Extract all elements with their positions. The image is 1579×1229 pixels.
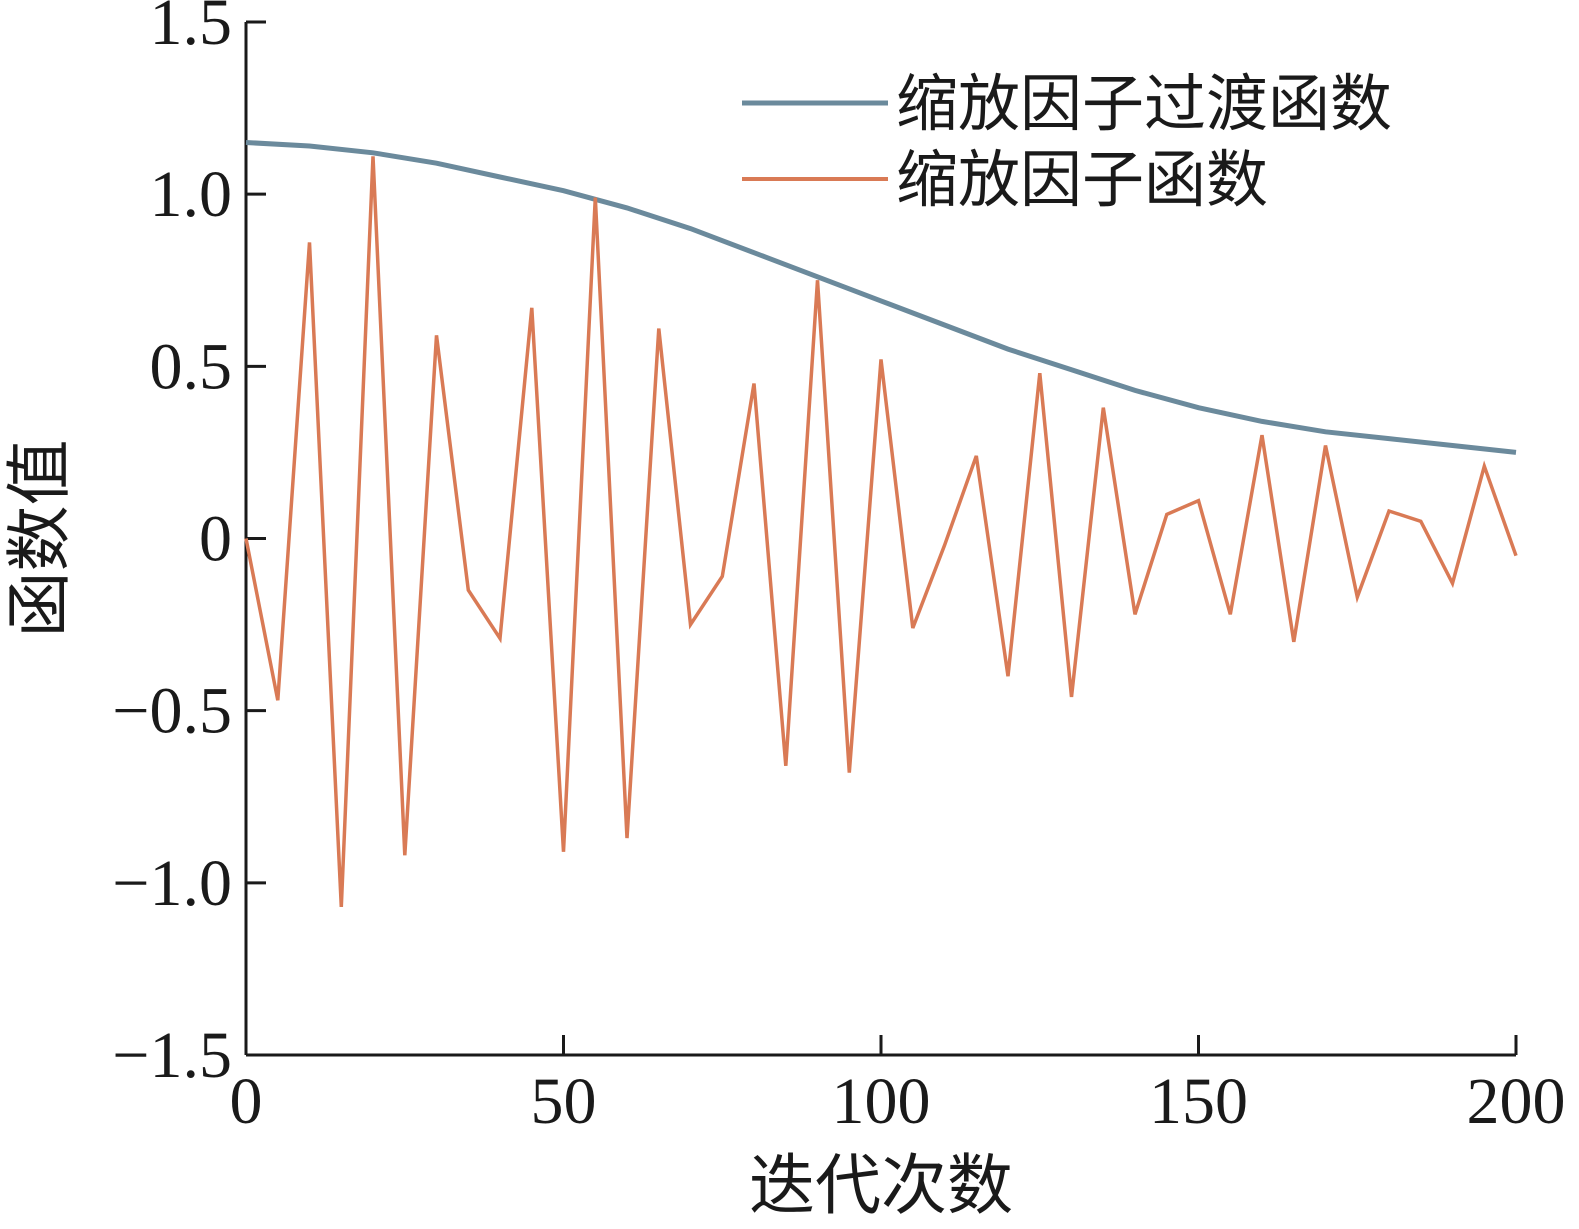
y-tick-label: 0 (199, 503, 232, 576)
series-line-2 (244, 156, 1518, 907)
y-tick-label: 1.0 (150, 158, 233, 231)
legend-label-2: 缩放因子函数 (896, 143, 1268, 216)
x-tick-label: 150 (1149, 1065, 1248, 1138)
y-tick-label: 1.5 (150, 0, 233, 59)
y-tick-label: −1.0 (112, 847, 232, 920)
x-tick-label: 100 (832, 1065, 931, 1138)
ticks: 1.51.00.50−0.5−1.0−1.50 50 100 150 200 (112, 0, 1565, 1138)
axes (244, 22, 1516, 1057)
y-axis-title: 函数值 (1, 440, 78, 638)
legend-label-1: 缩放因子过渡函数 (896, 67, 1392, 140)
x-axis-title: 迭代次数 (749, 1147, 1013, 1224)
y-tick-label: −1.5 (112, 1019, 232, 1092)
y-tick-label: 0.5 (150, 330, 233, 403)
series-line-1 (245, 140, 1517, 455)
x-tick-label: 50 (531, 1065, 597, 1138)
series (244, 140, 1518, 907)
y-tick-label: −0.5 (112, 675, 232, 748)
x-tick-label: 200 (1467, 1065, 1566, 1138)
x-tick-label: 0 (230, 1065, 263, 1138)
